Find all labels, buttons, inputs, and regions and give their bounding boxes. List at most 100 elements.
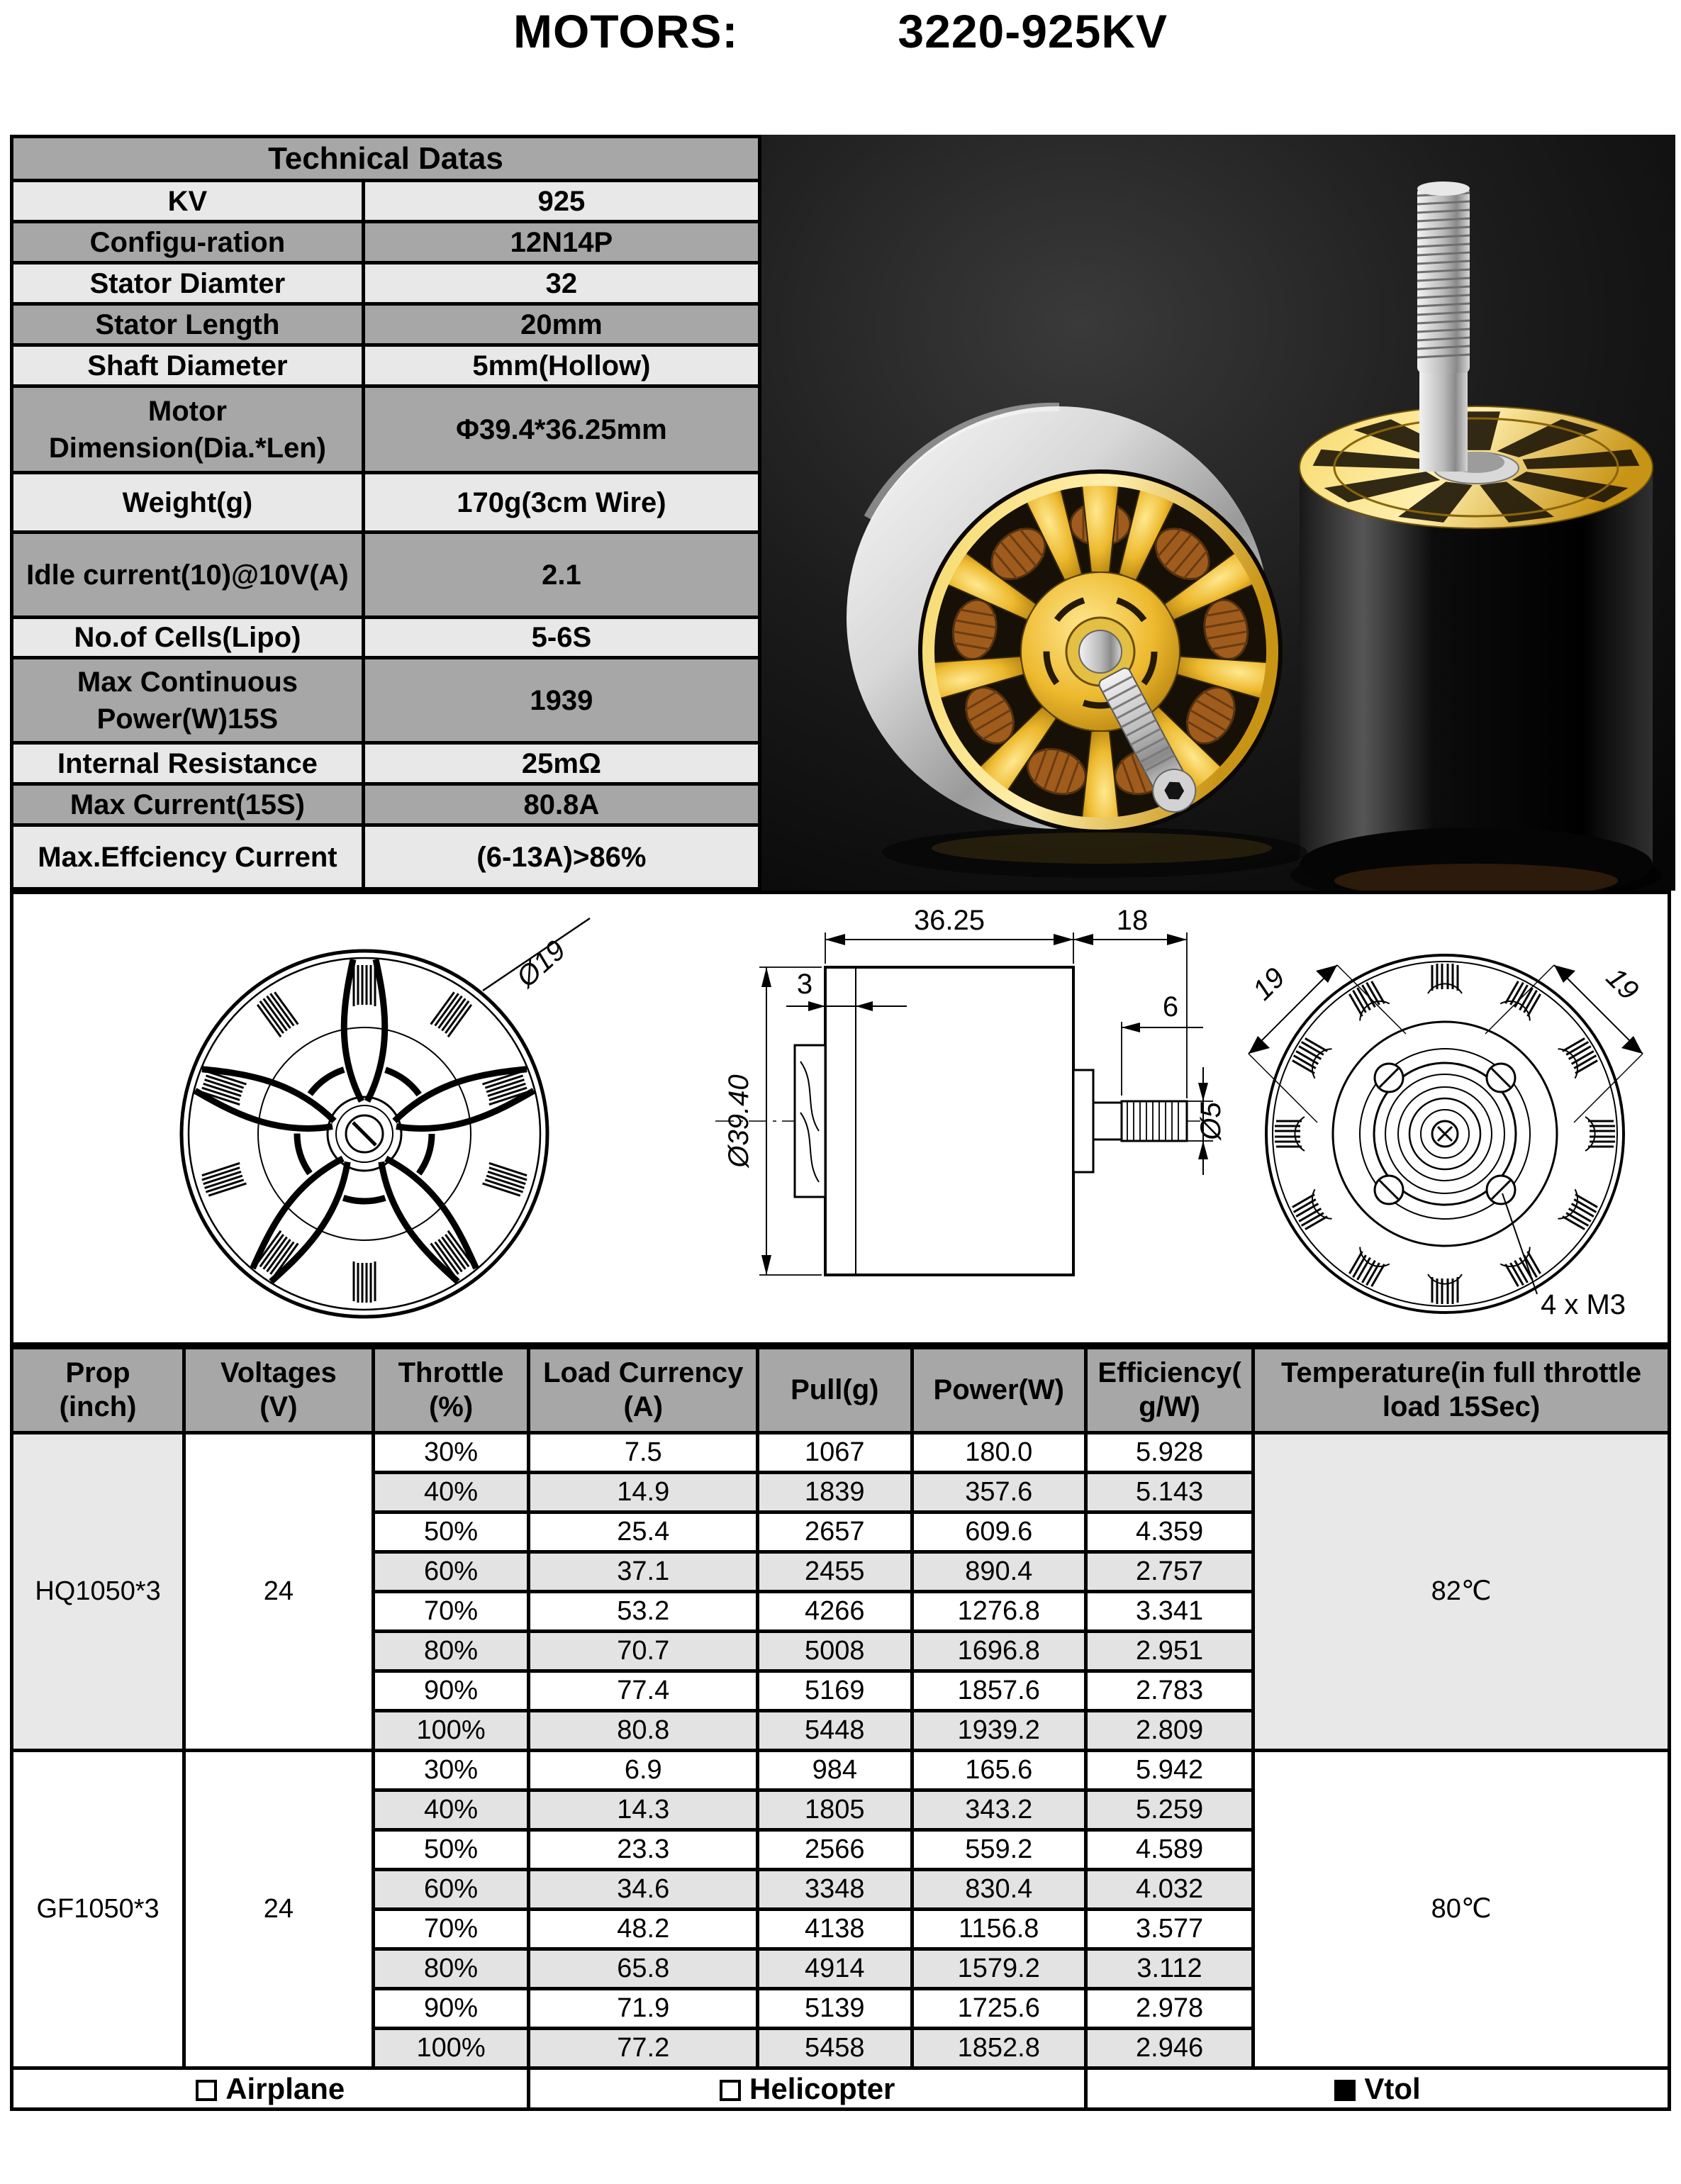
side-view-drawing: 36.25 18 3 6 Ø5 Ø39.40 [715,905,1226,1276]
product-photo-image [761,135,1675,891]
perf-throttle-cell: 60% [371,1868,531,1911]
perf-pull-cell: 2455 [756,1550,914,1593]
tech-row: Idle current(10)@10V(A) 2.1 [10,530,762,620]
perf-efficiency-cell: 4.359 [1083,1510,1256,1554]
perf-header-row: Prop (inch) Voltages (V) Throttle (%) Load Cur… [9,1346,1671,1434]
perf-data-row: GF1050*3 24 30% 6.9 984 165.6 5.942 80℃ [9,1749,1671,2070]
dim-label-body-diameter: Ø39.40 [723,1074,754,1169]
perf-header-cell: Temperature(in full throttle load 15Sec) [1251,1346,1671,1434]
dim-label-shaft-diameter: Ø5 [1195,1102,1226,1142]
perf-power-cell: 1857.6 [910,1669,1088,1712]
perf-throttle-cell: 70% [371,1590,531,1633]
tech-row: Stator Diamter 32 [10,261,762,306]
perf-throttle-cell: 60% [371,1550,531,1593]
tech-value-cell: (6-13A)>86% [361,823,762,891]
perf-data-row: 100% 77.2 5458 1852.8 2.946 [12,2027,1670,2070]
checkbox-vtol-icon [1334,2079,1356,2101]
perf-pull-cell: 5008 [756,1629,914,1673]
tech-label-cell: KV [10,179,365,224]
perf-header-cell: Throttle (%) [371,1346,531,1434]
tech-row: Max.Effciency Current (6-13A)>86% [10,823,762,891]
perf-voltage-cell: 24 [182,1431,375,1752]
perf-power-cell: 1156.8 [910,1907,1088,1951]
page-title: MOTORS: 3220-925KV [0,4,1681,58]
perf-pull-cell: 4138 [756,1907,914,1951]
perf-efficiency-cell: 2.783 [1083,1669,1256,1712]
footer-option-vtol: Vtol [1083,2066,1672,2111]
perf-load-current-cell: 65.8 [527,1947,760,1990]
perf-pull-cell: 4266 [756,1590,914,1633]
perf-header-cell: Efficiency(g/W) [1083,1346,1256,1434]
tech-label-cell: No.of Cells(Lipo) [10,615,365,660]
perf-pull-cell: 1839 [756,1471,914,1514]
footer-option-airplane: Airplane [9,2066,531,2111]
perf-header-cell: Load Currency (A) [527,1346,760,1434]
performance-table: Prop (inch) Voltages (V) Throttle (%) Load Cur… [9,1346,1672,2111]
perf-efficiency-cell: 2.946 [1083,2027,1256,2070]
perf-power-cell: 1939.2 [910,1709,1088,1752]
tech-row: Motor Dimension(Dia.*Len) Φ39.4*36.25mm [10,384,762,475]
perf-data-row: 100% 80.8 5448 1939.2 2.809 [12,1709,1670,1752]
perf-load-current-cell: 37.1 [527,1550,760,1593]
perf-throttle-cell: 80% [371,1629,531,1673]
checkbox-helicopter-icon [720,2079,742,2101]
tech-value-cell: 5-6S [361,615,762,660]
perf-data-row: 70% 48.2 4138 1156.8 3.577 [12,1907,1670,1951]
tech-label-cell: Shaft Diameter [10,343,365,389]
product-photo [761,135,1675,891]
tech-label-cell: Internal Resistance [10,741,365,786]
tech-value-cell: 170g(3cm Wire) [361,471,762,535]
perf-pull-cell: 5458 [756,2027,914,2070]
perf-efficiency-cell: 4.589 [1083,1828,1256,1871]
tech-label-cell: Max.Effciency Current [10,823,365,891]
perf-power-cell: 890.4 [910,1550,1088,1593]
perf-load-current-cell: 80.8 [527,1709,760,1752]
perf-throttle-cell: 50% [371,1510,531,1554]
perf-power-cell: 343.2 [910,1788,1088,1832]
perf-power-cell: 1579.2 [910,1947,1088,1990]
perf-pull-cell: 2657 [756,1510,914,1554]
footer-option-helicopter: Helicopter [527,2066,1088,2111]
perf-data-row: 50% 23.3 2566 559.2 4.589 [12,1828,1670,1871]
tech-row: Max Current(15S) 80.8A [10,782,762,828]
technical-data-table: Technical Datas KV 925 Configu-ration 12N14P… [10,134,762,891]
perf-throttle-cell: 80% [371,1947,531,1990]
perf-throttle-cell: 90% [371,1987,531,2030]
perf-load-current-cell: 7.5 [527,1431,760,1474]
perf-power-cell: 357.6 [910,1471,1088,1514]
perf-pull-cell: 4914 [756,1947,914,1990]
perf-efficiency-cell: 3.577 [1083,1907,1256,1951]
perf-load-current-cell: 48.2 [527,1907,760,1951]
tech-row: Shaft Diameter 5mm(Hollow) [10,343,762,389]
perf-pull-cell: 5139 [756,1987,914,2030]
perf-throttle-cell: 30% [371,1431,531,1474]
perf-header-cell: Pull(g) [756,1346,914,1434]
perf-pull-cell: 3348 [756,1868,914,1911]
perf-footer-row: Airplane Helicopter Vtol [9,2066,1672,2111]
tech-value-cell: 2.1 [361,530,762,620]
tech-label-cell: Motor Dimension(Dia.*Len) [10,384,365,475]
dim-label-overall-length: 36.25 [914,905,985,936]
perf-efficiency-cell: 2.809 [1083,1709,1256,1752]
perf-load-current-cell: 77.4 [527,1669,760,1712]
tech-label-cell: Max Current(15S) [10,782,365,828]
tech-row: Max Continuous Power(W)15S 1939 [10,656,762,745]
perf-load-current-cell: 23.3 [527,1828,760,1871]
dim-label-pitch-left: 19 [1247,962,1292,1007]
tech-label-cell: Max Continuous Power(W)15S [10,656,365,745]
rear-view-drawing: 19 19 4 x M3 [1247,954,1644,1320]
tech-label-cell: Weight(g) [10,471,365,535]
dim-label-step: 3 [797,969,812,1000]
perf-temperature-cell: 80℃ [1251,1749,1671,2070]
perf-efficiency-cell: 2.978 [1083,1987,1256,2030]
footer-option-label: Airplane [225,2071,345,2105]
tech-value-cell: 32 [361,261,762,306]
perf-power-cell: 609.6 [910,1510,1088,1554]
tech-value-cell: 25mΩ [361,741,762,786]
perf-throttle-cell: 100% [371,2027,531,2070]
perf-header-cell: Voltages (V) [182,1346,375,1434]
motor-shaft-threaded [1417,182,1470,472]
perf-data-row: 60% 37.1 2455 890.4 2.757 [12,1550,1670,1593]
tech-row: KV 925 [10,179,762,224]
motor-standing [1290,182,1662,891]
